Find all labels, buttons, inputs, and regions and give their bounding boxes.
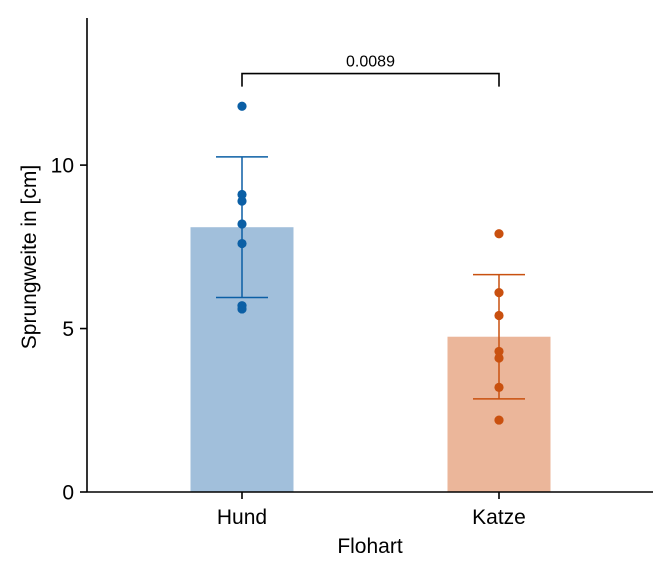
x-ticks: Hund Katze <box>217 492 526 529</box>
data-point-katze-3 <box>494 310 504 321</box>
data-point-katze-7 <box>494 415 504 425</box>
y-ticks: 0 5 10 <box>51 155 87 505</box>
data-point-katze-4 <box>494 346 504 357</box>
data-point-hund-4 <box>237 219 247 229</box>
data-point-hund-7 <box>237 304 247 314</box>
x-tick-label-katze: Katze <box>472 506 526 529</box>
data-point-katze-2 <box>494 287 504 298</box>
data-point-katze-6 <box>494 382 504 392</box>
y-tick-label-5: 5 <box>62 318 74 341</box>
y-tick-label-0: 0 <box>62 482 74 505</box>
significance-bracket <box>241 72 500 87</box>
x-tick-label-hund: Hund <box>217 506 267 529</box>
data-point-katze-5 <box>494 353 504 363</box>
data-points-layer <box>237 101 504 425</box>
data-point-hund-1 <box>237 101 247 111</box>
data-point-hund-3 <box>237 196 247 206</box>
y-axis-title: Sprungweite in [cm] <box>18 165 41 349</box>
data-point-hund-5 <box>237 238 247 249</box>
x-axis-title: Flohart <box>337 535 403 558</box>
data-point-katze-1 <box>494 229 504 239</box>
data-point-hund-2 <box>237 189 247 200</box>
axes <box>86 18 653 493</box>
p-value-label: 0.0089 <box>346 54 395 71</box>
y-tick-label-10: 10 <box>51 155 74 178</box>
significance-annotation: 0.0089 <box>241 54 500 87</box>
